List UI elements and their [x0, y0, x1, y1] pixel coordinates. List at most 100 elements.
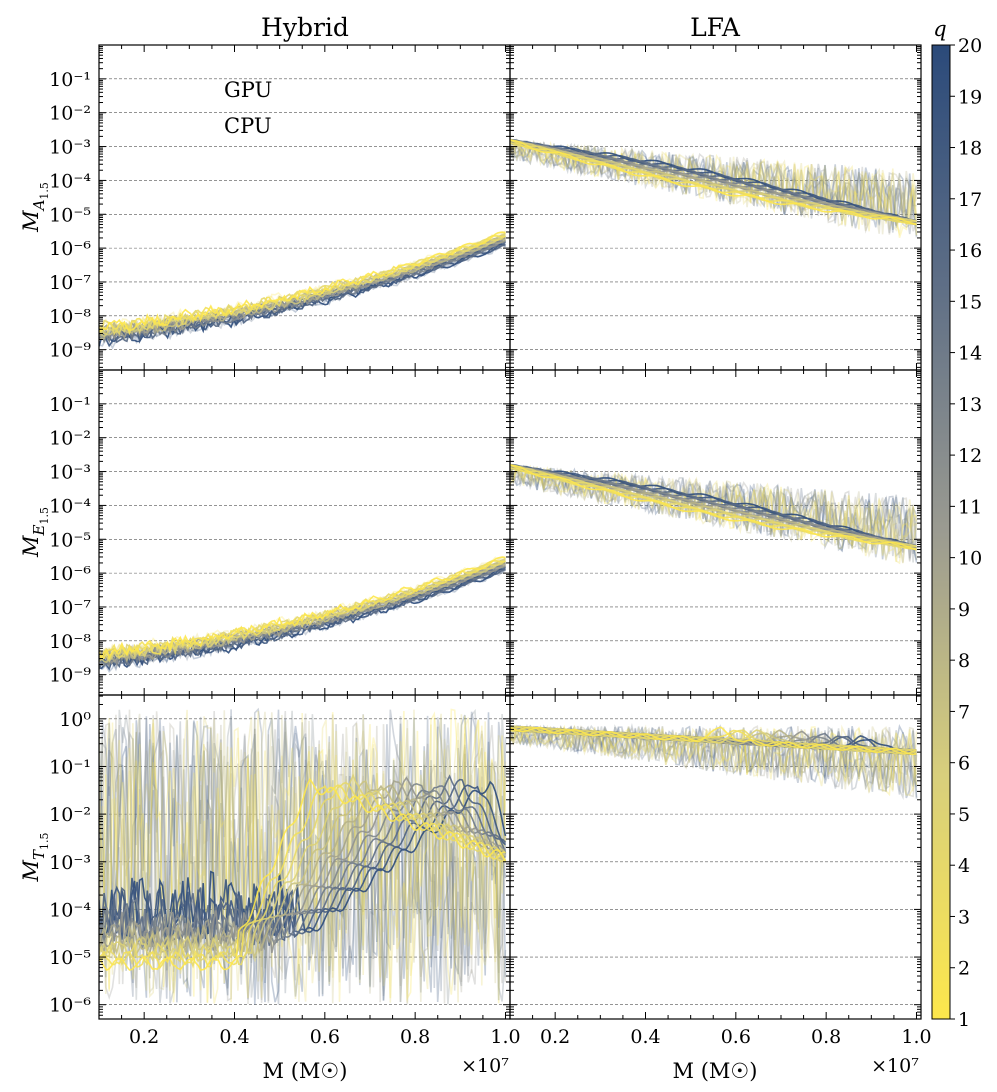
legend-gpu-label: GPU: [224, 78, 272, 102]
gpu-series-line: [510, 464, 918, 561]
gpu-series-line: [510, 724, 918, 801]
colorbar-tick-label: 17: [958, 189, 982, 211]
y-tick-label: 10⁻⁷: [49, 272, 91, 294]
y-tick-label: 10⁻¹: [49, 394, 91, 416]
gpu-series-line: [99, 559, 506, 658]
gpu-series-line: [99, 708, 507, 1004]
colorbar-tick-label: 19: [958, 86, 982, 108]
colorbar-tick-label: 2: [958, 958, 970, 980]
y-tick-label: 10⁻⁸: [49, 631, 91, 653]
colorbar-tick-label: 8: [958, 650, 970, 672]
x-tick-label: 0.4: [219, 1026, 249, 1048]
y-tick-label: 10⁰: [59, 709, 91, 731]
y-tick-label: 10⁻³: [49, 852, 91, 874]
colorbar-tick-label: 10: [958, 548, 982, 570]
gpu-series-line: [510, 724, 918, 792]
curves: [510, 723, 918, 801]
y-tick-label: 10⁻⁴: [49, 495, 91, 517]
cpu-series-line: [510, 140, 917, 224]
panel-T-lfa: 0.2 0.4 0.6 0.8 1.0: [509, 694, 932, 1048]
cpu-series-line: [99, 231, 506, 333]
gpu-series-line: [510, 141, 918, 234]
y-tick-label: 10⁻⁶: [49, 563, 91, 585]
x-tick-label: 0.2: [129, 1026, 159, 1048]
gpu-series-line: [510, 724, 918, 793]
svg-text:MT1.5: MT1.5: [19, 832, 51, 882]
y-tick-label: 10⁻⁹: [49, 665, 91, 687]
cpu-series-line: [510, 464, 917, 551]
gpu-series-line: [99, 710, 507, 1004]
cpu-series-line: [99, 234, 507, 336]
column-title-hybrid: Hybrid: [261, 13, 349, 42]
panel-E-hybrid: 10⁻⁹ 10⁻⁸ 10⁻⁷ 10⁻⁶ 10⁻⁵ 10⁻⁴ 10⁻³ 10⁻² 10⁻¹: [49, 369, 511, 696]
colorbar-tick-label: 11: [958, 496, 982, 518]
cpu-series-line: [99, 777, 507, 972]
colorbar-gradient: [931, 44, 951, 1020]
panel-T-hybrid: 10⁻⁶ 10⁻⁵ 10⁻⁴ 10⁻³ 10⁻² 10⁻¹ 10⁰ 0.2 0.4 0.6 0.8 1…: [49, 694, 521, 1048]
gpu-series-line: [99, 708, 507, 1005]
cpu-series-line: [99, 781, 507, 969]
cpu-series-line: [510, 726, 917, 756]
x-tick-label: 0.2: [540, 1026, 570, 1048]
cpu-series-line: [99, 783, 506, 952]
cpu-series-line: [510, 726, 917, 755]
colorbar-tick-label: 13: [958, 394, 982, 416]
colorbar-tick-label: 9: [958, 599, 970, 621]
colorbar-tick-label: 16: [958, 240, 982, 262]
panels: 10⁻⁹10⁻⁸10⁻⁷10⁻⁶10⁻⁵10⁻⁴10⁻³10⁻²10⁻¹10⁻⁹…: [49, 44, 932, 1048]
xlabel-left: M (M☉): [263, 1059, 348, 1083]
colorbar-tick-label: 14: [958, 343, 982, 365]
ylabel-row-T: MT1.5: [19, 832, 51, 882]
gpu-series-line: [510, 140, 918, 235]
y-tick-label: 10⁻⁴: [49, 170, 91, 192]
gpu-series-line: [510, 140, 918, 228]
gpu-series-line: [510, 464, 918, 561]
colorbar-tick-label: 1: [958, 1009, 970, 1031]
gpu-series-line: [99, 716, 507, 1004]
gpu-series-line: [510, 142, 918, 234]
y-tick-label: 10⁻⁵: [49, 529, 91, 551]
gpu-series-line: [510, 466, 918, 550]
y-tick-label: 10⁻³: [49, 462, 91, 484]
cpu-series-line: [510, 140, 917, 226]
panel-E-lfa: [509, 369, 922, 696]
colorbar-label: q: [933, 17, 946, 41]
cpu-series-line: [99, 784, 506, 970]
colorbar-tick-label: 12: [958, 445, 982, 467]
cpu-series-line: [510, 465, 917, 549]
cpu-series-line: [510, 725, 917, 755]
gpu-series-line: [510, 726, 918, 795]
gpu-series-line: [510, 142, 918, 238]
ylabel-row-A: MA1.5: [19, 182, 51, 233]
gpu-series-line: [99, 709, 507, 1003]
gpu-series-line: [510, 725, 918, 795]
y-tick-label: 10⁻⁸: [49, 306, 91, 328]
colorbar-tick-label: 7: [958, 701, 970, 723]
legend: GPU CPU: [124, 78, 272, 138]
cpu-series-line: [99, 234, 506, 336]
curves: [99, 707, 507, 1005]
gpu-series-line: [510, 464, 917, 565]
gpu-series-line: [99, 563, 507, 670]
cpu-series-line: [99, 780, 507, 962]
y-tick-label: 10⁻²: [49, 103, 91, 125]
curves: [99, 555, 507, 673]
gpu-series-line: [99, 710, 507, 1003]
cpu-series-line: [99, 776, 507, 954]
y-tick-label: 10⁻⁷: [49, 597, 91, 619]
x-multiplier-left: ×10⁷: [461, 1055, 509, 1077]
y-tick-label: 10⁻⁶: [49, 995, 91, 1017]
x-tick-label: 1.0: [490, 1026, 520, 1048]
x-tick-label: 0.8: [811, 1026, 841, 1048]
gpu-series-line: [510, 725, 918, 790]
x-tick-label: 0.6: [721, 1026, 751, 1048]
x-tick-label: 0.6: [310, 1026, 340, 1048]
y-tick-label: 10⁻⁹: [49, 340, 91, 362]
y-tick-label: 10⁻²: [49, 428, 91, 450]
legend-cpu-label: CPU: [224, 114, 272, 138]
cpu-series-line: [510, 139, 917, 226]
x-tick-label: 0.8: [400, 1026, 430, 1048]
panel-A-hybrid: 10⁻⁹ 10⁻⁸ 10⁻⁷ 10⁻⁶ 10⁻⁵ 10⁻⁴ 10⁻³ 10⁻² 10⁻¹: [49, 44, 511, 371]
